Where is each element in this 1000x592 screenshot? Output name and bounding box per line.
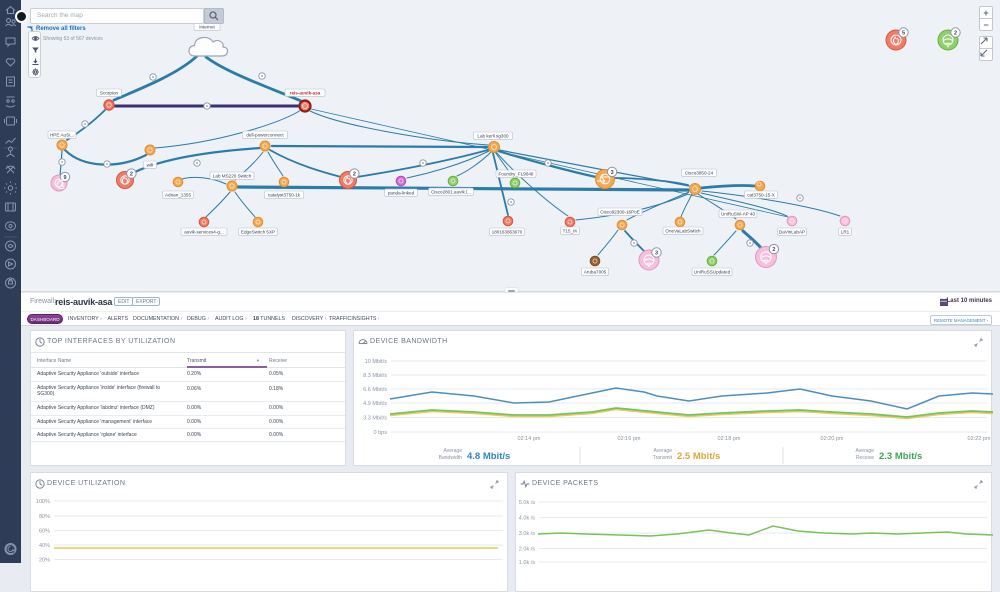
svg-text:Transmit: Transmit	[653, 455, 673, 461]
svg-text:80%: 80%	[39, 514, 50, 520]
svg-text:02:20 pm: 02:20 pm	[821, 436, 844, 442]
svg-text:dell-powerconnect: dell-powerconnect	[246, 132, 284, 137]
svg-text:Average: Average	[855, 448, 874, 454]
svg-text:02:16 pm: 02:16 pm	[618, 436, 641, 442]
svg-text:HPE AuSi...: HPE AuSi...	[50, 132, 74, 137]
svg-text:8.3 Mbit/s: 8.3 Mbit/s	[363, 373, 387, 379]
svg-text:100%: 100%	[36, 499, 50, 505]
svg-text:2: 2	[353, 172, 356, 178]
svg-text:9: 9	[63, 175, 66, 181]
svg-text:Cisco92300-16PoE: Cisco92300-16PoE	[600, 209, 640, 214]
svg-text:DaVinLabAP: DaVinLabAP	[779, 229, 805, 234]
svg-text:2.0k /s: 2.0k /s	[519, 547, 535, 553]
svg-text:2: 2	[954, 31, 957, 37]
svg-text:02:18 pm: 02:18 pm	[718, 436, 741, 442]
svg-text:5: 5	[902, 31, 905, 37]
svg-text:5.0k /s: 5.0k /s	[519, 500, 535, 506]
svg-text:Average: Average	[653, 448, 672, 454]
svg-text:Scorpion: Scorpion	[100, 90, 119, 95]
svg-text:2: 2	[772, 247, 775, 253]
svg-text:wifi: wifi	[147, 162, 154, 167]
svg-text:LR1: LR1	[841, 229, 850, 234]
svg-text:UniRuSW-AP 40: UniRuSW-AP 40	[721, 211, 755, 216]
svg-text:UniRuSSUpdated: UniRuSSUpdated	[694, 269, 731, 274]
svg-text:02:14 pm: 02:14 pm	[518, 436, 541, 442]
svg-text:2: 2	[130, 172, 133, 178]
svg-text:180163863670: 180163863670	[492, 229, 523, 234]
svg-text:reis-auvik-asa: reis-auvik-asa	[290, 90, 321, 95]
svg-text:3: 3	[611, 170, 614, 176]
svg-text:Adrian_1355: Adrian_1355	[165, 192, 191, 197]
svg-text:auvik-services4-g...: auvik-services4-g...	[184, 229, 224, 234]
svg-text:Receive: Receive	[856, 455, 874, 461]
svg-text:3.3 Mbit/s: 3.3 Mbit/s	[363, 416, 387, 422]
svg-text:Cisco3850-24: Cisco3850-24	[685, 170, 714, 175]
svg-text:4.0k /s: 4.0k /s	[519, 516, 535, 522]
svg-text:0 bps: 0 bps	[374, 430, 388, 436]
svg-text:02:22 pm: 02:22 pm	[968, 436, 991, 442]
svg-text:4.9 Mbit/s: 4.9 Mbit/s	[363, 401, 387, 407]
svg-text:panda-linked: panda-linked	[388, 190, 415, 195]
svg-text:10 Mbit/s: 10 Mbit/s	[365, 359, 388, 365]
svg-text:60%: 60%	[39, 529, 50, 535]
svg-text:Lab kerli sg300: Lab kerli sg300	[477, 133, 509, 138]
svg-text:3.0k /s: 3.0k /s	[519, 531, 535, 537]
svg-text:6.6 Mbit/s: 6.6 Mbit/s	[363, 387, 387, 393]
svg-text:catalyst3750-1k: catalyst3750-1k	[268, 192, 301, 197]
svg-text:Foundry_FL9648: Foundry_FL9648	[499, 171, 534, 176]
svg-text:4.8 Mbit/s: 4.8 Mbit/s	[467, 451, 510, 462]
svg-text:40%: 40%	[39, 543, 50, 549]
svg-text:2.3 Mbit/s: 2.3 Mbit/s	[879, 451, 922, 462]
svg-text:Internet: Internet	[199, 24, 215, 29]
svg-text:Average: Average	[443, 448, 462, 454]
svg-text:Cisco2801.auvik.l...: Cisco2801.auvik.l...	[431, 189, 471, 194]
svg-text:OneVaLabSwitch: OneVaLabSwitch	[665, 228, 701, 233]
svg-text:EdgeSwitch 5XP: EdgeSwitch 5XP	[241, 229, 275, 234]
svg-text:Lab MS220 Switch: Lab MS220 Switch	[213, 173, 252, 178]
svg-text:3: 3	[655, 251, 658, 257]
svg-text:1.0k /s: 1.0k /s	[519, 560, 535, 566]
svg-text:Aruba7005: Aruba7005	[584, 269, 607, 274]
svg-text:cat3750-15-X: cat3750-15-X	[747, 192, 775, 197]
svg-text:2.5 Mbit/s: 2.5 Mbit/s	[677, 451, 720, 462]
svg-text:T15_IK: T15_IK	[563, 228, 579, 233]
svg-text:Bandwidth: Bandwidth	[439, 455, 463, 461]
svg-text:20%: 20%	[39, 558, 50, 564]
